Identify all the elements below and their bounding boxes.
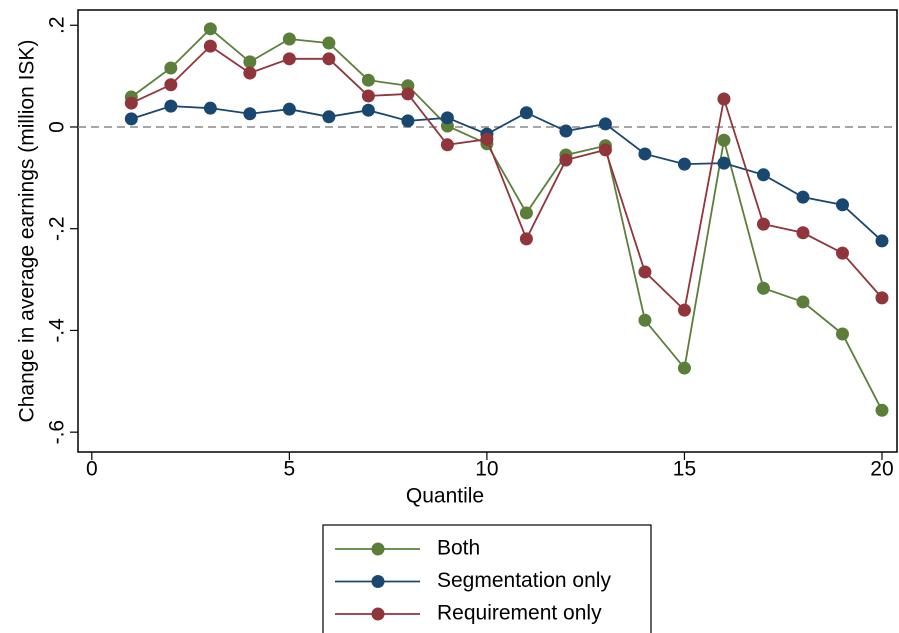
data-point <box>519 206 533 220</box>
data-point <box>875 291 889 305</box>
legend-label: Both <box>437 537 480 560</box>
data-point <box>243 55 257 69</box>
data-point <box>203 22 217 36</box>
data-point <box>677 157 691 171</box>
legend-label: Segmentation only <box>437 569 611 592</box>
data-point <box>598 117 612 131</box>
data-point <box>322 36 336 50</box>
y-axis-label: Change in average earnings (million ISK) <box>16 40 39 423</box>
data-point <box>835 327 849 341</box>
y-tick-label: 0 <box>46 121 69 133</box>
y-tick-label: -.6 <box>46 420 69 445</box>
data-point <box>796 295 810 309</box>
series-line <box>131 105 883 242</box>
data-point <box>756 281 770 295</box>
data-point <box>638 147 652 161</box>
data-point <box>164 99 178 113</box>
data-point <box>756 217 770 231</box>
data-point <box>243 107 257 121</box>
data-point <box>282 32 296 46</box>
series-line <box>130 44 883 312</box>
legend-marker <box>371 575 385 588</box>
data-point <box>638 265 652 279</box>
data-point <box>243 66 257 80</box>
data-point <box>322 110 336 124</box>
data-point <box>401 114 415 128</box>
data-point <box>559 124 573 138</box>
legend-marker <box>371 607 385 621</box>
x-tick-label: 0 <box>86 458 98 481</box>
series-line <box>130 27 883 411</box>
x-tick-label: 15 <box>673 458 696 481</box>
data-point <box>677 303 691 317</box>
data-point <box>164 78 178 92</box>
data-point <box>203 101 217 115</box>
data-point <box>361 103 375 117</box>
data-point <box>598 143 612 157</box>
data-point <box>519 232 533 246</box>
x-tick-label: 20 <box>870 458 893 481</box>
data-point <box>282 102 296 116</box>
data-point <box>124 96 138 110</box>
data-point <box>480 132 494 146</box>
x-tick-label: 5 <box>284 458 296 481</box>
data-point <box>717 156 731 170</box>
data-point <box>796 190 810 204</box>
y-tick-label: -.2 <box>46 216 69 241</box>
data-point <box>835 198 849 212</box>
legend-label: Requirement only <box>437 602 602 625</box>
data-point <box>440 138 454 152</box>
x-tick-label: 10 <box>475 458 498 481</box>
x-axis-label: Quantile <box>406 485 484 508</box>
data-point <box>796 226 810 240</box>
data-point <box>875 403 889 417</box>
data-point <box>875 234 889 248</box>
data-point <box>164 61 178 75</box>
y-tick-label: .2 <box>46 17 69 35</box>
data-point <box>835 246 849 260</box>
plot-frame <box>77 9 898 453</box>
legend-marker <box>371 542 385 556</box>
data-point <box>361 73 375 87</box>
y-tick-label: -.4 <box>46 318 69 343</box>
data-point <box>677 361 691 375</box>
data-point <box>282 52 296 66</box>
data-point <box>638 313 652 327</box>
data-point <box>519 106 533 120</box>
data-point <box>203 39 217 53</box>
data-point <box>361 89 375 103</box>
data-point <box>559 153 573 167</box>
data-point <box>440 111 454 125</box>
data-point <box>322 52 336 66</box>
data-point <box>124 112 138 126</box>
data-point <box>756 168 770 182</box>
data-point <box>401 87 415 101</box>
data-point <box>717 92 731 106</box>
data-point <box>717 133 731 147</box>
